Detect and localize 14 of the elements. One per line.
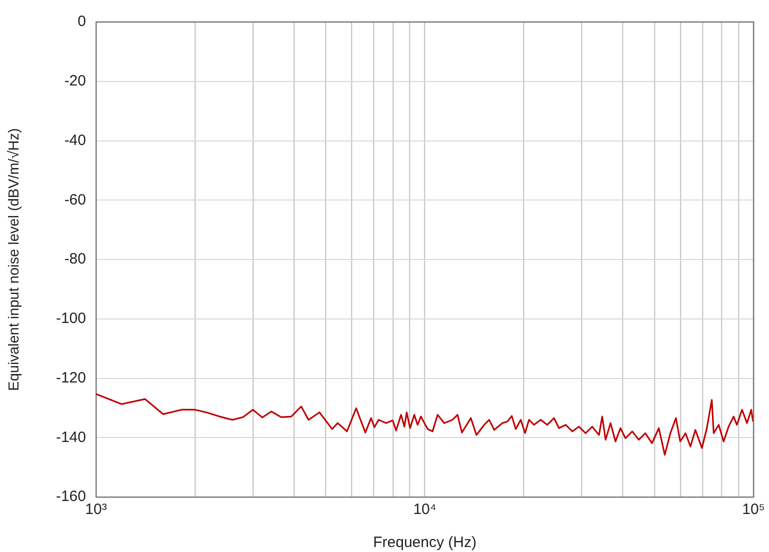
x-tick-label: 10⁵ [742, 501, 765, 518]
y-tick-label: -100 [56, 310, 86, 328]
x-tick-label: 10³ [85, 501, 107, 518]
y-tick-label: -120 [56, 369, 86, 386]
y-tick-label: -20 [64, 72, 86, 90]
y-tick-label: -40 [64, 132, 86, 149]
y-tick-label: -80 [64, 250, 86, 268]
y-tick-label: -160 [56, 488, 86, 506]
y-axis-title: Equivalent input noise level (dBV/m/√Hz) [6, 128, 23, 391]
y-tick-label: -140 [56, 428, 86, 446]
y-tick-label: -60 [64, 191, 86, 208]
x-axis-title: Frequency (Hz) [373, 534, 476, 552]
x-tick-label: 10⁴ [413, 501, 436, 518]
y-tick-label: 0 [78, 13, 86, 30]
